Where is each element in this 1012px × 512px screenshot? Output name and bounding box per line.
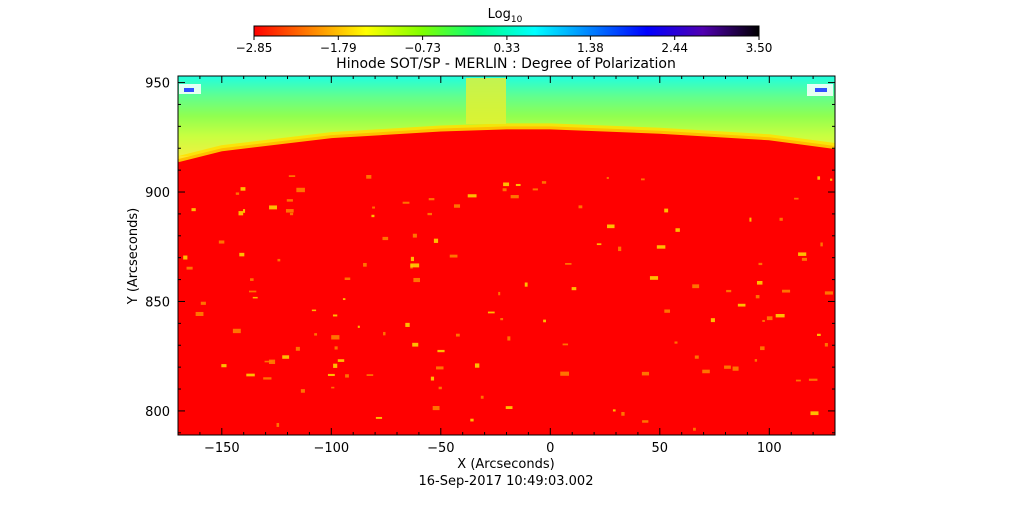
colorbar-tick-label: 0.33 xyxy=(494,41,521,55)
y-axis-label: Y (Arcseconds) xyxy=(126,208,141,305)
x-tick-label: 100 xyxy=(757,441,782,456)
x-tick-label: 50 xyxy=(652,441,669,456)
scan-artifact xyxy=(466,78,506,124)
colorbar-label: Log10 xyxy=(488,7,523,25)
colorbar-tick-label: 1.38 xyxy=(577,41,604,55)
colorbar-tick-label: −0.73 xyxy=(404,41,441,55)
y-tick-label: 850 xyxy=(145,295,170,310)
plot-area xyxy=(178,76,835,435)
y-tick-label: 900 xyxy=(145,186,170,201)
y-tick-label: 800 xyxy=(145,405,170,420)
colorbar xyxy=(253,25,760,37)
x-axis: −150 −100 −50 0 50 100 xyxy=(177,76,836,456)
colorbar-tick-label: −1.79 xyxy=(320,41,357,55)
disk-speckles xyxy=(183,175,833,431)
colorbar-tick-label: 3.50 xyxy=(746,41,773,55)
colorbar-ticks: −2.85 −1.79 −0.73 0.33 1.38 2.44 3.50 xyxy=(236,36,773,55)
colorbar-tick-label: 2.44 xyxy=(661,41,688,55)
chart-title: Hinode SOT/SP - MERLIN : Degree of Polar… xyxy=(336,56,676,72)
y-axis: 800 850 900 950 xyxy=(145,77,835,434)
x-tick-label: −150 xyxy=(204,441,240,456)
corner-noise xyxy=(179,84,833,96)
x-tick-label: −50 xyxy=(427,441,454,456)
solar-disk-region xyxy=(178,126,835,435)
x-tick-label: −100 xyxy=(313,441,349,456)
colorbar-tick-label: −2.85 xyxy=(236,41,273,55)
limb-yellow-band xyxy=(178,123,835,163)
x-tick-label: 0 xyxy=(546,441,554,456)
x-axis-label: X (Arcseconds) xyxy=(457,457,554,472)
y-tick-label: 950 xyxy=(145,77,170,92)
observation-timestamp: 16-Sep-2017 10:49:03.002 xyxy=(419,474,594,489)
